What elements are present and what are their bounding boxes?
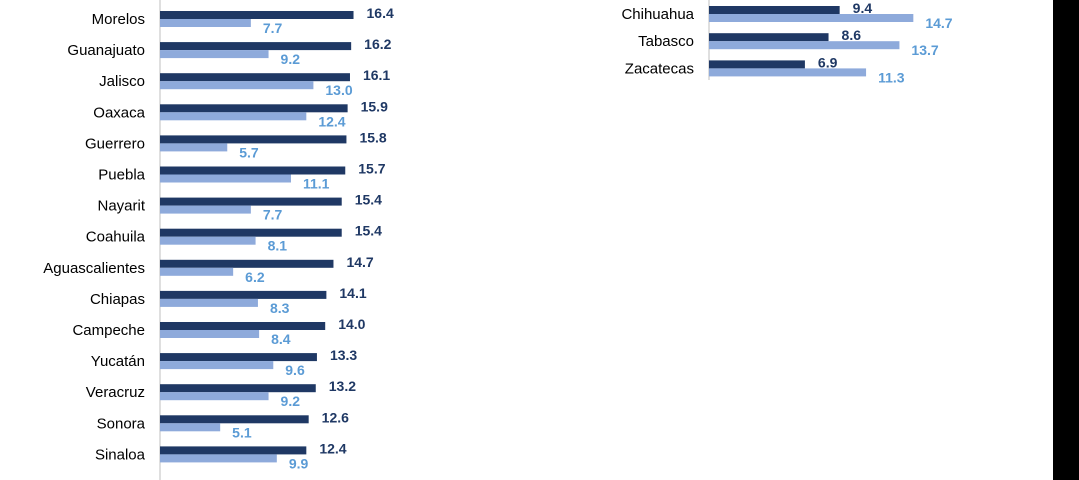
data-label-light-puebla: 11.1 xyxy=(303,176,330,192)
data-label-light-oaxaca: 12.4 xyxy=(318,113,345,129)
bar-dark-guanajuato xyxy=(160,42,352,51)
bar-light-sinaloa xyxy=(160,454,277,463)
category-label-oaxaca: Oaxaca xyxy=(93,104,145,121)
category-label-morelos: Morelos xyxy=(92,11,145,28)
data-label-light-guanajuato: 9.2 xyxy=(281,51,301,67)
data-label-light-tabasco: 13.7 xyxy=(911,42,938,58)
category-label-guerrero: Guerrero xyxy=(85,135,145,152)
category-label-guanajuato: Guanajuato xyxy=(67,42,145,59)
data-label-dark-campeche: 14.0 xyxy=(338,316,365,332)
data-label-light-chiapas: 8.3 xyxy=(270,300,290,316)
data-label-light-zacatecas: 11.3 xyxy=(878,69,905,85)
bar-dark-sinaloa xyxy=(160,446,307,455)
data-label-light-aguascalientes: 6.2 xyxy=(245,269,265,285)
data-label-dark-yucatan: 13.3 xyxy=(330,347,357,363)
data-label-light-jalisco: 13.0 xyxy=(325,82,352,98)
data-label-light-coahuila: 8.1 xyxy=(268,238,288,254)
data-label-dark-chiapas: 14.1 xyxy=(339,285,366,301)
data-label-light-nayarit: 7.7 xyxy=(263,207,283,223)
bar-dark-morelos xyxy=(160,11,354,19)
data-label-dark-guanajuato: 16.2 xyxy=(364,36,391,52)
data-label-dark-coahuila: 15.4 xyxy=(355,223,382,239)
bar-light-sonora xyxy=(160,423,221,432)
bar-light-aguascalientes xyxy=(160,267,234,276)
bar-dark-campeche xyxy=(160,322,326,330)
data-label-dark-sinaloa: 12.4 xyxy=(319,440,346,456)
bar-light-veracruz xyxy=(160,392,269,401)
data-label-light-sinaloa: 9.9 xyxy=(289,455,309,471)
bar-dark-yucatan xyxy=(160,353,317,362)
bar-light-chiapas xyxy=(160,298,258,307)
bar-dark-zacatecas xyxy=(709,60,805,69)
bar-light-nayarit xyxy=(160,205,251,214)
bar-dark-oaxaca xyxy=(160,104,348,113)
data-label-light-sonora: 5.1 xyxy=(232,424,252,440)
bar-light-yucatan xyxy=(160,361,274,370)
chart-canvas: Morelos 16.4 7.7 Guanajuato 16.2 9.2 Jalisco 16… xyxy=(0,0,1053,480)
category-label-campeche: Campeche xyxy=(72,322,145,339)
bar-light-coahuila xyxy=(160,236,256,245)
bar-dark-puebla xyxy=(160,166,346,175)
category-label-tabasco: Tabasco xyxy=(638,33,694,50)
data-label-dark-sonora: 12.6 xyxy=(322,409,349,425)
bar-light-morelos xyxy=(160,19,251,27)
category-label-yucatan: Yucatán xyxy=(91,353,145,370)
category-label-zacatecas: Zacatecas xyxy=(625,60,694,77)
category-label-chihuahua: Chihuahua xyxy=(621,6,694,23)
data-label-dark-guerrero: 15.8 xyxy=(359,129,386,145)
category-label-chiapas: Chiapas xyxy=(90,291,145,308)
data-label-light-chihuahua: 14.7 xyxy=(925,15,952,31)
bar-chart: Morelos 16.4 7.7 Guanajuato 16.2 9.2 Jalisco 16… xyxy=(43,0,953,480)
data-label-dark-puebla: 15.7 xyxy=(358,161,385,177)
bar-light-tabasco xyxy=(709,41,900,50)
data-label-dark-morelos: 16.4 xyxy=(367,5,394,21)
bar-light-chihuahua xyxy=(709,14,914,22)
bar-dark-guerrero xyxy=(160,135,347,144)
bar-dark-chihuahua xyxy=(709,6,840,14)
data-label-light-morelos: 7.7 xyxy=(263,20,283,36)
bar-light-zacatecas xyxy=(709,68,867,77)
bar-dark-nayarit xyxy=(160,197,342,206)
bar-light-guerrero xyxy=(160,143,228,152)
data-label-light-veracruz: 9.2 xyxy=(281,393,301,409)
data-label-dark-chihuahua: 9.4 xyxy=(853,0,873,16)
category-label-nayarit: Nayarit xyxy=(97,198,145,215)
data-label-light-campeche: 8.4 xyxy=(271,331,291,347)
data-label-dark-aguascalientes: 14.7 xyxy=(346,254,373,270)
category-label-aguascalientes: Aguascalientes xyxy=(43,260,145,277)
bar-light-campeche xyxy=(160,330,260,338)
data-label-dark-nayarit: 15.4 xyxy=(355,192,382,208)
category-label-sonora: Sonora xyxy=(97,415,146,432)
category-label-veracruz: Veracruz xyxy=(86,384,145,401)
bar-dark-veracruz xyxy=(160,384,316,393)
data-label-dark-tabasco: 8.6 xyxy=(842,27,862,43)
data-label-light-yucatan: 9.6 xyxy=(285,362,305,378)
bar-light-guanajuato xyxy=(160,50,269,59)
bar-dark-coahuila xyxy=(160,228,342,237)
data-label-dark-jalisco: 16.1 xyxy=(363,67,390,83)
data-label-dark-zacatecas: 6.9 xyxy=(818,54,838,70)
bar-dark-jalisco xyxy=(160,73,350,82)
category-label-jalisco: Jalisco xyxy=(99,73,145,90)
data-label-dark-veracruz: 13.2 xyxy=(329,378,356,394)
bar-dark-chiapas xyxy=(160,290,327,299)
bar-dark-tabasco xyxy=(709,33,829,42)
bar-light-jalisco xyxy=(160,81,314,90)
category-label-sinaloa: Sinaloa xyxy=(95,446,146,463)
category-label-puebla: Puebla xyxy=(98,167,145,184)
bar-light-puebla xyxy=(160,174,291,183)
bar-dark-sonora xyxy=(160,415,309,424)
data-label-dark-oaxaca: 15.9 xyxy=(361,98,388,114)
bar-dark-aguascalientes xyxy=(160,259,334,268)
category-label-coahuila: Coahuila xyxy=(86,229,146,246)
data-label-light-guerrero: 5.7 xyxy=(239,144,259,160)
bar-light-oaxaca xyxy=(160,112,307,121)
